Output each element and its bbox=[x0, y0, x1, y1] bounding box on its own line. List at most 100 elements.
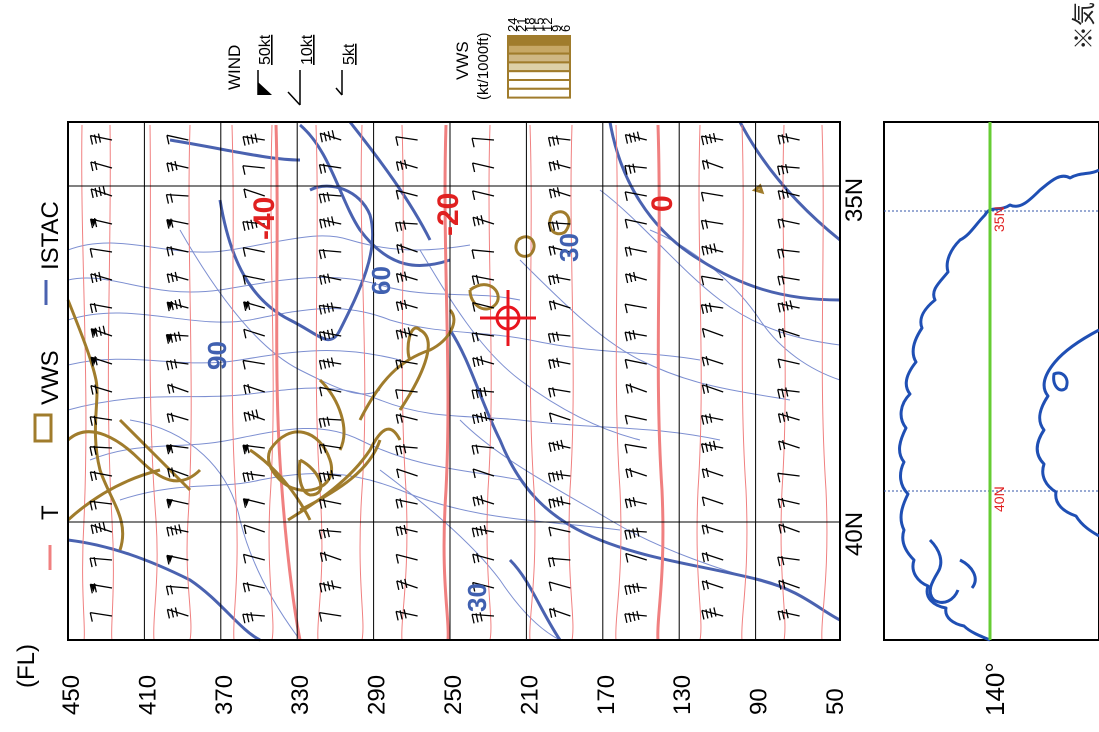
temp-label-minus40: -40 bbox=[248, 197, 281, 240]
wind-barb-icon bbox=[242, 165, 265, 175]
vws-scale-box-15 bbox=[507, 61, 571, 73]
wind-barb-icon bbox=[166, 554, 189, 565]
fl-tick-label-330: 330 bbox=[287, 675, 314, 715]
wind-barb-icon bbox=[700, 191, 724, 202]
vws-scale-box-24 bbox=[507, 35, 571, 46]
wind-barb-icon bbox=[777, 164, 800, 176]
wind-barb-icon bbox=[318, 612, 342, 622]
wind-barb-icon bbox=[89, 611, 113, 622]
wind-barb-icon bbox=[242, 612, 265, 624]
lat-label-35n: 35N bbox=[841, 178, 868, 222]
wind-barbs bbox=[89, 130, 800, 624]
wind-barb-icon bbox=[624, 610, 647, 624]
wind-barb-icon bbox=[548, 439, 571, 452]
wind-legend-10kt: 10kt bbox=[287, 34, 316, 106]
wind-barb-icon bbox=[90, 521, 113, 535]
wind-barb-icon bbox=[471, 332, 495, 343]
wind-barb-icon bbox=[395, 271, 418, 283]
vws-scale-title: VWS bbox=[453, 41, 472, 80]
wind-barb-icon bbox=[242, 133, 265, 146]
temp-label-zero: 0 bbox=[646, 195, 679, 212]
wind-barb-icon bbox=[548, 273, 571, 286]
wind-barb-icon bbox=[166, 299, 189, 312]
wind-barb-icon bbox=[777, 411, 800, 423]
wind-barb-icon bbox=[548, 387, 571, 398]
vws-scale-box-18 bbox=[507, 52, 571, 64]
wind-barb-icon bbox=[165, 193, 189, 204]
wind-barb-icon bbox=[777, 497, 800, 509]
wind-barb-icon bbox=[242, 553, 265, 564]
wind-barb-icon bbox=[624, 527, 647, 540]
wind-barb-icon bbox=[318, 527, 342, 540]
wind-barb-icon bbox=[319, 216, 342, 229]
wind-barb-icon bbox=[396, 578, 418, 590]
wind-barb-icon bbox=[167, 383, 189, 394]
wind-barb-icon bbox=[548, 607, 571, 618]
wind-barb-icon bbox=[89, 133, 113, 145]
wind-barb-icon bbox=[547, 557, 571, 568]
fl-tick-label-290: 290 bbox=[364, 675, 391, 715]
wind-barb-icon bbox=[548, 187, 571, 199]
wind-barb-icon bbox=[242, 444, 265, 455]
wind-barb-icon bbox=[700, 440, 724, 453]
wind-barb-icon bbox=[777, 133, 800, 145]
wind-barb-icon bbox=[472, 302, 495, 312]
wind-barb-icon bbox=[548, 496, 571, 509]
wind-barb-icon bbox=[777, 358, 800, 369]
vws-scale-box-12 bbox=[507, 70, 571, 81]
lat-label-40n: 40N bbox=[841, 512, 868, 556]
wind-barb-icon bbox=[701, 243, 724, 256]
wind-barb-icon bbox=[243, 328, 265, 339]
vws-scale-box-6 bbox=[507, 87, 571, 99]
wind-barb-icon bbox=[548, 581, 571, 592]
vws-scale-value-24: 24 bbox=[505, 18, 520, 32]
wind-barb-icon bbox=[166, 498, 189, 509]
wind-barb-icon bbox=[318, 192, 342, 204]
wind-barb-icon bbox=[625, 271, 647, 284]
wind-barb-icon bbox=[165, 585, 189, 596]
wind-barb-icon bbox=[471, 249, 495, 260]
wind-barb-icon bbox=[624, 246, 647, 257]
fl-unit-label: (FL) bbox=[13, 644, 40, 688]
wind-barb-icon bbox=[243, 409, 266, 422]
istac-label-30-lower: 30 bbox=[462, 583, 492, 612]
wind-barb-icon bbox=[166, 246, 189, 257]
istac-legend-label: ISTAC bbox=[37, 201, 64, 270]
wind-barb-icon bbox=[472, 553, 495, 564]
wind-barb-icon bbox=[319, 130, 342, 143]
wind-barb-icon bbox=[395, 524, 418, 537]
wind-barb-icon bbox=[89, 302, 113, 314]
wind-barb-icon bbox=[471, 274, 495, 286]
wind-barb-icon bbox=[777, 188, 800, 200]
fl-tick-label-210: 210 bbox=[516, 675, 543, 715]
panel-background bbox=[68, 122, 840, 640]
istac-label-60: 60 bbox=[366, 266, 396, 295]
wind-barb-icon bbox=[777, 609, 800, 621]
wind-barb-icon bbox=[89, 445, 113, 456]
fl-tick-label-170: 170 bbox=[593, 675, 620, 715]
wind-barb-icon bbox=[395, 189, 418, 200]
wind-barb-icon bbox=[242, 218, 265, 231]
wind-barb-icon bbox=[395, 136, 418, 146]
panel-border bbox=[67, 121, 841, 641]
crosshair-marker-icon bbox=[480, 290, 536, 346]
wind-barb-icon bbox=[89, 470, 113, 482]
inset-lat-label-40n: 40N bbox=[991, 486, 1007, 512]
wind-barb-icon bbox=[777, 248, 800, 259]
vws-scale-value-6: 6 bbox=[558, 25, 573, 32]
wind-barb-icon bbox=[701, 467, 724, 479]
wind-barb-icon bbox=[624, 218, 647, 229]
wind-barb-icon bbox=[701, 159, 724, 170]
vws-contours bbox=[66, 183, 765, 551]
wind-barb-icon bbox=[318, 163, 342, 174]
vws-legend-label: VWS bbox=[37, 350, 64, 405]
fl-tick-label-90: 90 bbox=[746, 688, 773, 715]
wind-barb-icon bbox=[166, 607, 189, 619]
wind-barb-icon bbox=[243, 188, 266, 199]
vws-scale-value-18: 18 bbox=[523, 18, 538, 32]
wind-barb-icon bbox=[165, 331, 189, 344]
wind-barb-icon bbox=[242, 582, 265, 593]
wind-legend-50kt-label: 50kt bbox=[257, 34, 274, 65]
